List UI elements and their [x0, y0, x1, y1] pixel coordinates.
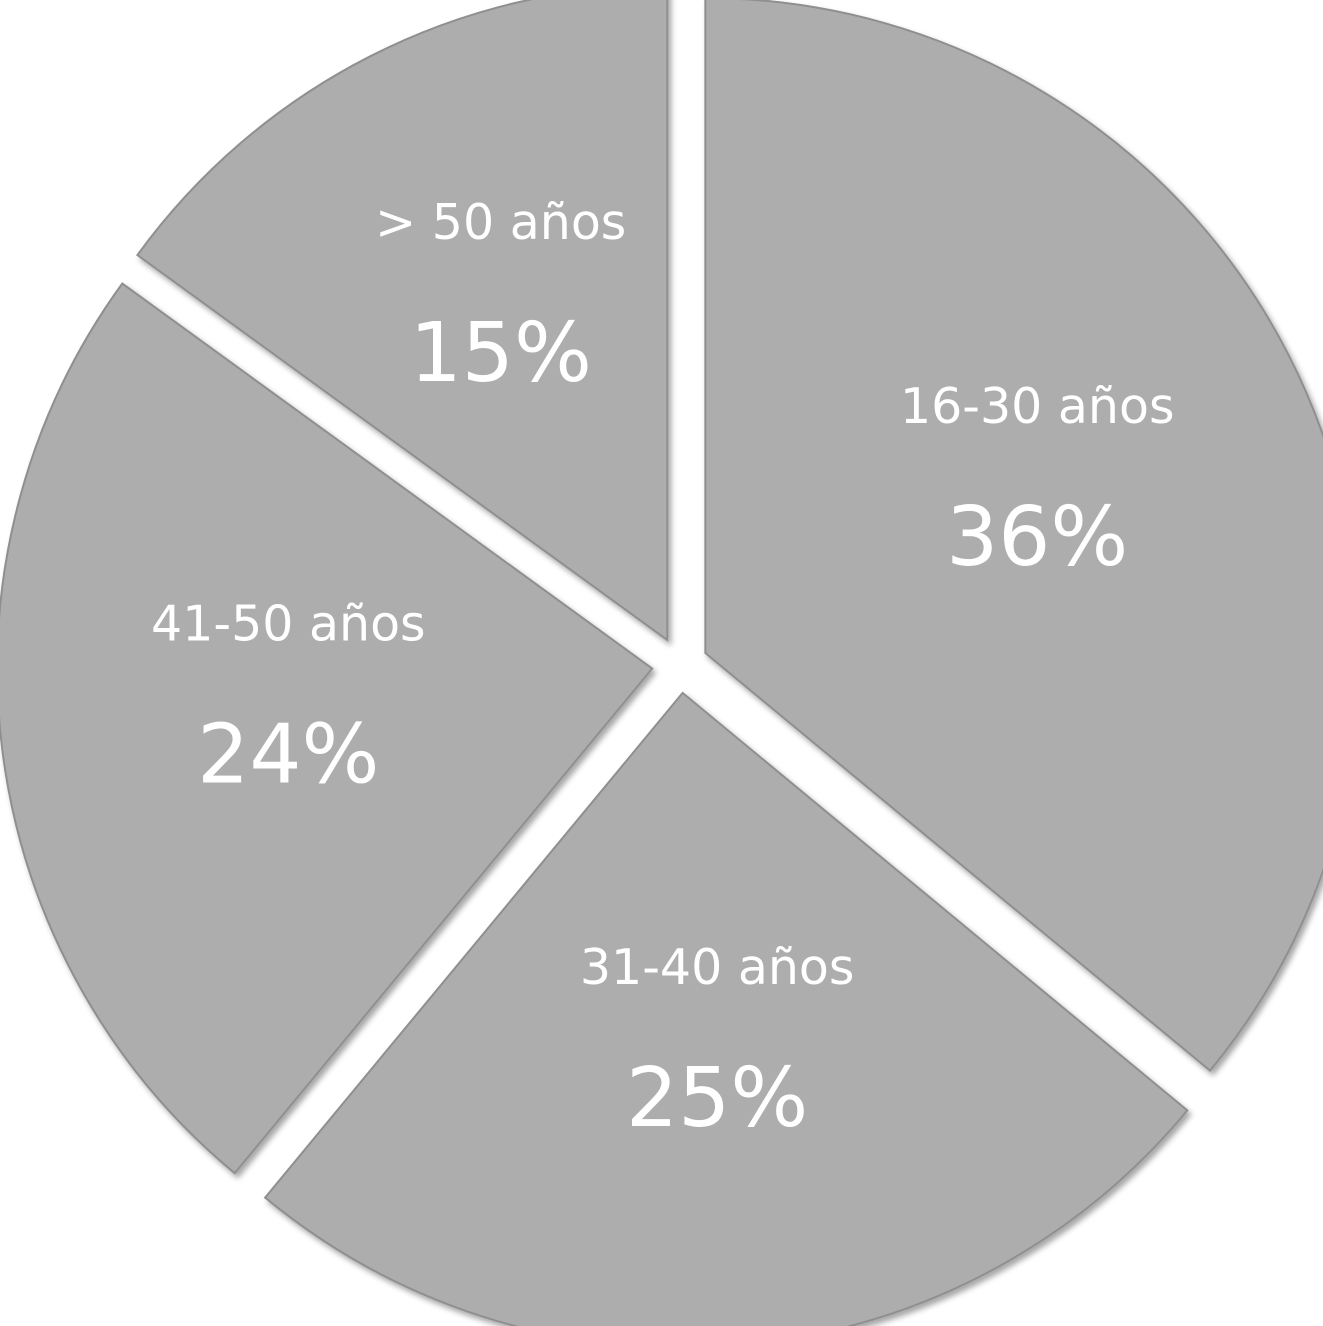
slice-category-label: > 50 años [375, 194, 626, 251]
labels-layer: 16-30 años 36% 31-40 años 25% 41-50 años 24% >… [151, 194, 1174, 1146]
pie-slice-41-50-a-os [0, 282, 654, 1175]
slice-category-label: 16-30 años [900, 378, 1175, 435]
pie-slice-31-40-a-os [263, 691, 1189, 1326]
slice-value-label: 36% [946, 490, 1128, 585]
slice-value-label: 25% [626, 1051, 808, 1146]
slice-value-label: 24% [197, 707, 379, 802]
slice-value-label: 15% [410, 306, 592, 401]
pie-slice-50-a-os [135, 0, 669, 643]
slice-category-label: 41-50 años [151, 595, 426, 652]
slice-category-label: 31-40 años [580, 939, 855, 996]
pie-slice-16-30-a-os [704, 0, 1323, 1072]
